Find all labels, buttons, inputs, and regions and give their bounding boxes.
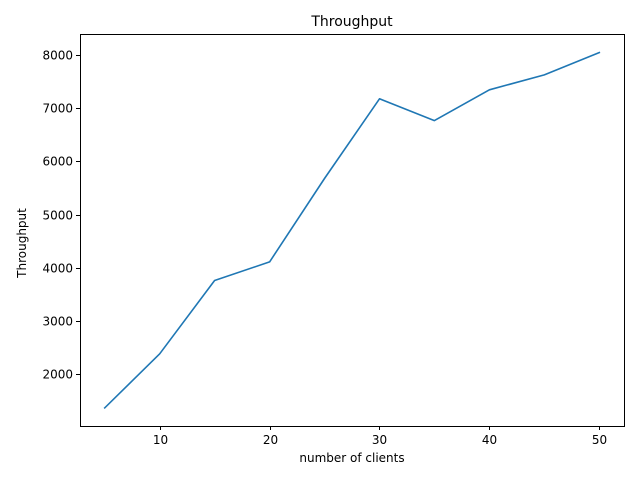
series-line — [103, 51, 601, 410]
y-tick-label: 4000 — [42, 262, 73, 276]
x-tick-label: 10 — [153, 433, 168, 447]
y-axis-label: Throughput — [15, 208, 29, 279]
x-tick-label: 40 — [482, 433, 497, 447]
x-tick-label: 30 — [372, 433, 387, 447]
x-axis-label: number of clients — [299, 451, 404, 465]
y-tick-label: 8000 — [42, 49, 73, 63]
y-tick-label: 6000 — [42, 155, 73, 169]
plot-frame — [80, 34, 625, 427]
y-tick-label: 5000 — [42, 209, 73, 223]
chart-title: Throughput — [310, 14, 393, 30]
x-tick-label: 20 — [263, 433, 278, 447]
y-tick-label: 7000 — [42, 102, 73, 116]
series-layer — [103, 51, 601, 410]
axis-ticks: 10 20 30 40 50 2000 3000 4000 5000 6000 7000 8000 — [42, 49, 607, 448]
x-tick-label: 50 — [592, 433, 607, 447]
y-tick-label: 3000 — [42, 315, 73, 329]
y-tick-label: 2000 — [42, 368, 73, 382]
